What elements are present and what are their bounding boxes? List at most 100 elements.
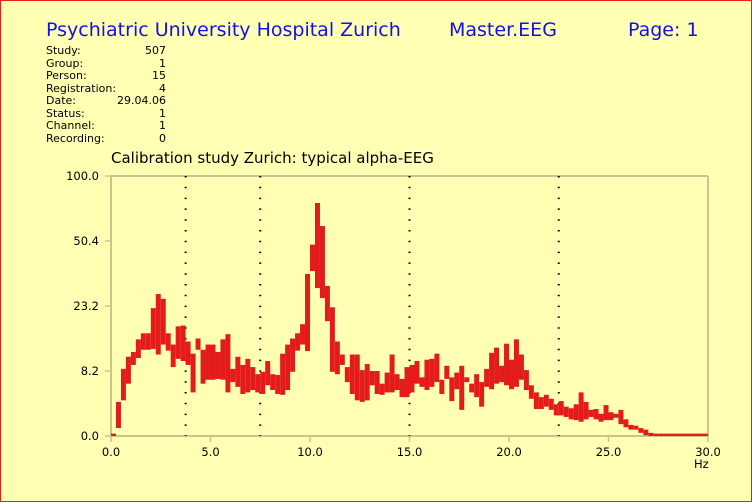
spectrum-bar <box>464 377 470 383</box>
info-value: 4 <box>159 81 166 95</box>
spectrum-bar <box>663 433 669 436</box>
spectrum-bar <box>195 338 201 350</box>
info-label: Date: <box>46 94 76 107</box>
spectrum-bar <box>543 394 549 407</box>
spectrum-bar <box>125 356 131 384</box>
spectrum-bar <box>305 273 310 352</box>
info-status: Status: 1 <box>46 106 166 121</box>
spectrum-bar <box>504 343 509 386</box>
y-tick-label: 100.0 <box>66 169 99 183</box>
spectrum-bar <box>558 401 564 416</box>
spectrum-bar <box>399 378 405 398</box>
info-label: Study: <box>46 44 81 57</box>
spectrum-bar <box>180 325 186 362</box>
spectrum-bar <box>573 404 579 421</box>
spectrum-bar <box>115 401 121 429</box>
info-label: Channel: <box>46 119 95 132</box>
spectrum-bar <box>668 433 674 436</box>
spectrum-bar <box>285 344 291 391</box>
spectrum-bar <box>633 425 639 430</box>
spectrum-bar <box>648 432 654 436</box>
spectrum-bar <box>429 358 435 387</box>
spectrum-bar <box>220 339 226 380</box>
spectrum-bar <box>165 333 171 351</box>
spectrum-bar <box>623 419 629 428</box>
spectrum-bar <box>538 397 544 410</box>
axes <box>105 175 709 442</box>
x-tick-label: 5.0 <box>201 445 219 459</box>
spectrum-bar <box>548 398 554 410</box>
spectrum-bar <box>369 371 375 386</box>
spectrum-bar <box>618 409 624 425</box>
spectrum-bar <box>140 333 146 350</box>
spectrum-bars <box>111 202 708 436</box>
spectrum-bar <box>185 341 191 365</box>
spectrum-bar <box>563 406 569 417</box>
spectrum-bar <box>324 285 330 322</box>
spectrum-bar <box>518 354 524 380</box>
spectrum-bar <box>688 433 694 436</box>
spectrum-bar <box>200 349 206 384</box>
spectrum-bar <box>150 308 156 349</box>
spectrum-bar <box>334 341 340 375</box>
info-channel: Channel: 1 <box>46 119 166 133</box>
spectrum-bar <box>215 351 221 379</box>
spectrum-bar <box>698 433 704 436</box>
info-label: Person: <box>46 69 87 82</box>
spectrum-bar <box>414 361 420 384</box>
y-tick-label: 0.0 <box>81 429 99 443</box>
spectrum-bar <box>379 383 385 395</box>
spectrum-bar <box>553 404 559 416</box>
info-label: Status: <box>46 106 85 120</box>
spectrum-bar <box>533 392 539 410</box>
info-label: Group: <box>46 56 84 70</box>
spectrum-bar <box>135 339 141 358</box>
spectrum-bar <box>160 298 166 345</box>
spectrum-bar <box>130 351 136 365</box>
spectrum-bar <box>583 401 589 420</box>
x-tick-label: 10.0 <box>297 445 323 459</box>
info-registration: Registration: 4 <box>46 81 166 96</box>
spectrum-bar <box>389 354 395 393</box>
spectrum-bar <box>290 338 296 372</box>
spectrum-bar <box>513 339 519 387</box>
spectrum-bar <box>454 372 460 390</box>
chart-title: Calibration study Zurich: typical alpha-… <box>111 149 434 167</box>
spectrum-bar <box>210 344 216 380</box>
spectrum-bar <box>593 409 599 420</box>
x-tick-label: 20.0 <box>496 445 522 459</box>
spectrum-bar <box>394 374 400 391</box>
spectrum-bar <box>683 433 689 436</box>
spectrum-bar <box>474 374 480 398</box>
institution-title: Psychiatric University Hospital Zurich <box>46 19 401 41</box>
spectrum-bar <box>703 433 708 436</box>
spectrum-bar <box>314 202 320 289</box>
spectrum-bar <box>205 344 211 380</box>
spectrum-bar <box>175 326 181 359</box>
dotted-markers <box>184 176 560 436</box>
program-name: Master.EEG <box>449 19 557 41</box>
spectrum-bar <box>354 354 360 401</box>
spectrum-bar <box>638 428 644 433</box>
info-label: Registration: <box>46 81 117 95</box>
spectrum-bar <box>265 361 271 386</box>
spectrum-bar <box>374 371 380 394</box>
spectrum-bar <box>603 405 609 421</box>
spectrum-bar <box>419 377 425 387</box>
spectrum-bar <box>111 433 116 436</box>
spectrum-bar <box>449 377 455 402</box>
info-label: Recording: <box>46 131 105 145</box>
info-group: Group: 1 <box>46 56 166 71</box>
spectrum-bar <box>145 333 151 350</box>
spectrum-bar <box>598 413 604 422</box>
spectrum-bar <box>499 365 505 383</box>
spectrum-bar <box>643 429 649 436</box>
spectrum-bar <box>120 368 126 401</box>
spectrum-bar <box>295 333 301 351</box>
spectrum-bar <box>319 226 325 299</box>
spectrum-bar <box>578 392 584 422</box>
y-tick-label: 23.2 <box>73 299 99 313</box>
tick-labels: 0.0 8.2 23.2 50.4 100.0 0.0 5.0 10.0 15.0 20.0 25.… <box>66 169 721 459</box>
spectrum-bar <box>494 347 500 384</box>
spectrum-bar <box>310 244 315 272</box>
